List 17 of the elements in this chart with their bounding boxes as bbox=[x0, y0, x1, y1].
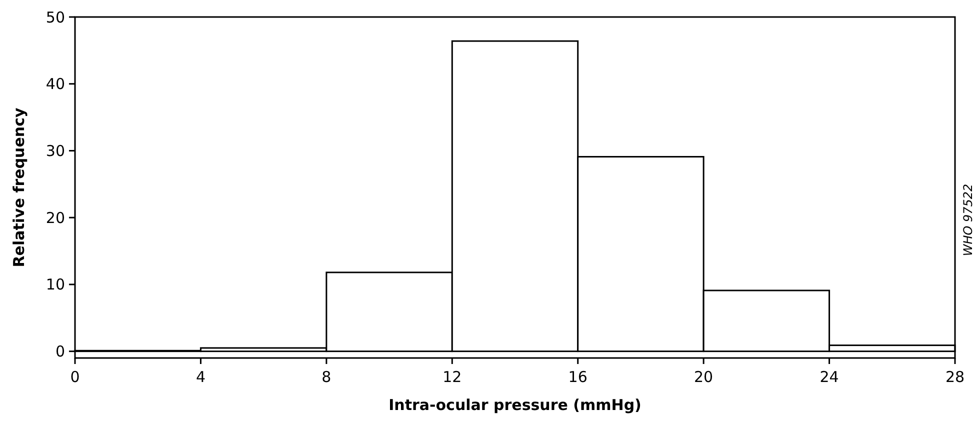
x-tick-label: 20 bbox=[694, 368, 714, 386]
x-tick-label: 4 bbox=[196, 368, 206, 386]
x-tick-label: 0 bbox=[70, 368, 80, 386]
x-tick-label: 12 bbox=[442, 368, 462, 386]
y-tick-label: 10 bbox=[46, 276, 65, 294]
y-tick-label: 0 bbox=[55, 342, 65, 361]
y-axis-title: Relative frequency bbox=[10, 108, 28, 268]
x-axis-title: Intra-ocular pressure (mmHg) bbox=[388, 396, 642, 414]
x-tick-label: 16 bbox=[568, 368, 588, 386]
x-tick-label: 8 bbox=[322, 368, 332, 386]
x-tick-label: 28 bbox=[945, 368, 965, 386]
y-tick-label: 40 bbox=[46, 75, 65, 94]
x-tick-label: 24 bbox=[820, 368, 839, 386]
y-tick-label: 30 bbox=[46, 142, 65, 160]
y-tick-label: 50 bbox=[46, 8, 65, 26]
y-tick-label: 20 bbox=[46, 208, 65, 227]
text: WHO 97522 bbox=[961, 184, 975, 256]
